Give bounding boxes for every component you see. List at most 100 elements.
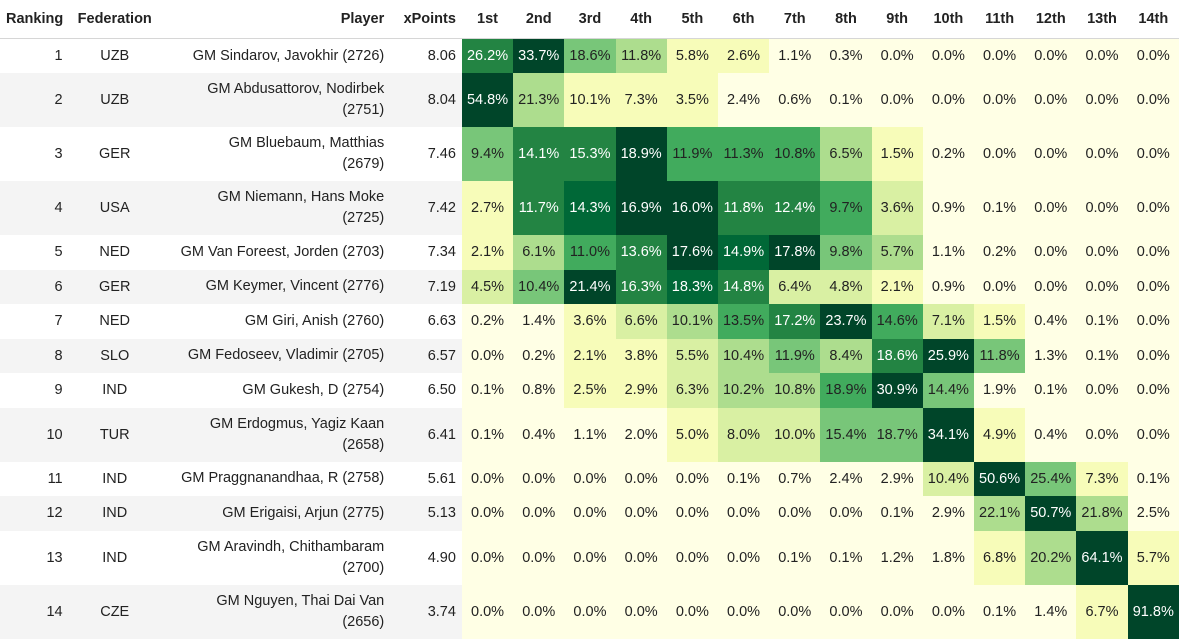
- probability-cell: 0.0%: [513, 461, 565, 496]
- xpoints-cell: 7.34: [427, 244, 456, 261]
- probability-cell: 0.1%: [717, 461, 770, 496]
- probability-cell: 0.8%: [513, 373, 565, 408]
- player-cell: GM Praggnanandhaa, R (2758): [161, 462, 390, 497]
- probability-cell: 16.3%: [615, 269, 667, 304]
- probability-cell: 11.3%: [717, 127, 770, 181]
- probability-cell: 14.6%: [871, 304, 923, 339]
- player-cell: GM Giri, Anish (2760): [161, 304, 390, 339]
- xpoints-cell: 4.90: [427, 549, 456, 566]
- probability-cell: 4.5%: [461, 269, 514, 304]
- probability-cell: 10.0%: [769, 407, 821, 462]
- player-cell: GM Keymer, Vincent (2776): [160, 269, 391, 304]
- probability-cell: 21.4%: [564, 269, 616, 304]
- probability-cell: 0.0%: [666, 496, 718, 531]
- probability-cell: 50.7%: [1025, 496, 1077, 531]
- probability-cell: 0.1%: [973, 181, 1026, 235]
- federation-cell: SLO: [68, 338, 161, 373]
- probability-cell: 18.9%: [615, 127, 667, 181]
- federation-cell: NED: [99, 313, 131, 330]
- probability-cell: 0.2%: [922, 127, 974, 181]
- probability-cell: 0.0%: [461, 584, 514, 639]
- probability-cell: 0.0%: [1127, 127, 1179, 181]
- probability-cell: 0.0%: [769, 496, 821, 531]
- probability-cell: 1.1%: [769, 38, 821, 73]
- ranking-cell: 1: [54, 48, 63, 64]
- probability-cell: 0.0%: [1127, 338, 1179, 373]
- player-cell: GM Sindarov, Javokhir (2726): [161, 39, 390, 74]
- player-name-line: (2656): [342, 613, 385, 630]
- probability-cell: 6.1%: [513, 235, 565, 270]
- probability-cell: 0.0%: [666, 461, 718, 496]
- table-row: 5 NED GM Van Foreest, Jorden (2703) 7.34 2.1…: [0, 235, 1179, 270]
- probability-cell: 10.4%: [922, 461, 974, 496]
- probability-cell: 16.0%: [666, 181, 718, 235]
- player-name-line: (2658): [342, 436, 385, 453]
- probability-cell: 10.1%: [564, 73, 616, 127]
- table-row: 11 IND GM Praggnanandhaa, R (2758) 5.61 0.0%…: [0, 461, 1179, 497]
- ranking-cell: 13: [46, 549, 63, 566]
- probability-cell: 30.9%: [871, 373, 923, 408]
- probability-cell: 0.0%: [1076, 373, 1128, 408]
- probability-cell: 34.1%: [922, 407, 974, 462]
- probability-cell: 0.3%: [820, 38, 872, 73]
- probability-cell: 2.6%: [717, 38, 770, 73]
- table-row: 1 UZB GM Sindarov, Javokhir (2726) 8.06 26.2…: [0, 38, 1179, 74]
- probability-cell: 0.0%: [922, 38, 974, 73]
- probability-cell: 0.4%: [1025, 304, 1077, 339]
- probability-cell: 0.0%: [461, 338, 514, 373]
- player-name-line: GM Sindarov, Javokhir (2726): [192, 47, 385, 64]
- probability-cell: 0.0%: [1076, 407, 1128, 462]
- player-name-line: (2751): [342, 102, 385, 118]
- probability-cell: 0.4%: [1025, 407, 1077, 462]
- probability-cell: 23.7%: [820, 304, 872, 339]
- column-header-7: 4th: [615, 0, 667, 39]
- probability-cell: 5.7%: [871, 235, 923, 270]
- probability-cell: 0.0%: [1076, 181, 1128, 235]
- probability-cell: 0.1%: [973, 584, 1026, 639]
- probability-cell: 0.0%: [1076, 235, 1128, 270]
- probability-cell: 6.6%: [615, 304, 667, 339]
- player-cell: GM Gukesh, D (2754): [161, 373, 390, 408]
- column-header-5: 2nd: [513, 0, 565, 39]
- xpoints-cell: 6.41: [390, 407, 462, 462]
- probability-cell: 11.8%: [615, 38, 667, 73]
- federation-cell: GER: [68, 269, 161, 304]
- probability-cell: 0.1%: [461, 373, 514, 408]
- xpoints-cell: 7.42: [390, 181, 462, 235]
- ranking-cell: 12: [0, 496, 69, 531]
- column-header-9: 6th: [717, 0, 770, 39]
- probability-cell: 1.8%: [922, 530, 974, 585]
- player-name-line: GM Niemann, Hans Moke: [217, 189, 385, 205]
- probability-cell: 0.0%: [666, 530, 718, 585]
- probability-cell: 0.2%: [513, 338, 565, 373]
- probability-cell: 0.1%: [1127, 461, 1179, 496]
- table-row: 6 GER GM Keymer, Vincent (2776) 7.19 4.5% 10.…: [0, 269, 1179, 304]
- probability-cell: 3.6%: [564, 304, 616, 339]
- probability-cell: 14.8%: [717, 269, 770, 304]
- probability-cell: 50.6%: [973, 461, 1026, 496]
- probability-cell: 0.0%: [513, 496, 565, 531]
- column-header-8: 5th: [666, 0, 718, 39]
- player-name-line: (2679): [342, 156, 385, 172]
- probability-cell: 0.9%: [922, 181, 974, 235]
- probability-cell: 0.0%: [1025, 127, 1077, 181]
- probability-cell: 0.0%: [615, 584, 667, 639]
- probability-cell: 2.4%: [820, 461, 872, 496]
- federation-cell: IND: [68, 496, 161, 531]
- probability-cell: 17.2%: [769, 304, 821, 339]
- probability-cell: 1.4%: [513, 304, 565, 339]
- player-cell: GM Erigaisi, Arjun (2775): [160, 496, 391, 531]
- xpoints-cell: 5.13: [390, 496, 462, 531]
- player-name-line: GM Keymer, Vincent (2776): [205, 278, 385, 295]
- probability-cell: 6.7%: [1076, 584, 1128, 639]
- probability-cell: 4.8%: [820, 269, 872, 304]
- probability-cell: 6.3%: [666, 373, 718, 408]
- probability-cell: 0.0%: [973, 73, 1026, 127]
- probability-cell: 0.2%: [461, 304, 514, 339]
- probability-cell: 0.0%: [1076, 73, 1128, 127]
- probability-cell: 0.1%: [461, 407, 514, 462]
- federation-cell: UZB: [68, 73, 161, 127]
- probability-cell: 0.0%: [1127, 269, 1179, 304]
- probability-cell: 8.0%: [717, 407, 770, 462]
- ranking-cell: 9: [54, 382, 63, 399]
